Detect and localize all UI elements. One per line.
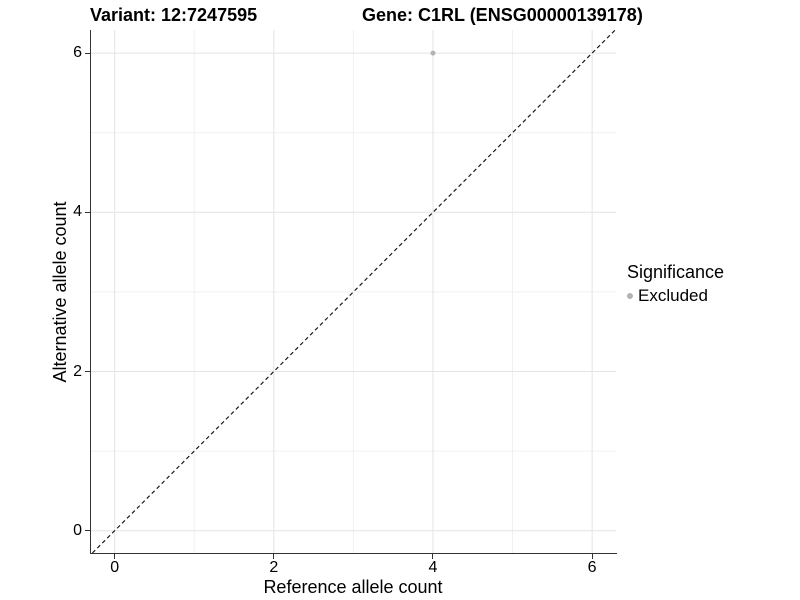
y-axis-line <box>90 30 91 554</box>
identity-line <box>91 29 616 554</box>
x-tick-label: 6 <box>587 559 597 576</box>
legend-item-excluded: Excluded <box>627 285 724 306</box>
x-tick-mark <box>591 554 593 559</box>
y-tick-label: 6 <box>73 44 82 62</box>
y-axis-title: Alternative allele count <box>50 201 70 383</box>
y-tick-mark <box>85 530 90 532</box>
y-tick-label: 2 <box>73 362 82 380</box>
legend: Significance Excluded <box>627 261 724 306</box>
x-tick-mark <box>273 554 275 559</box>
x-axis-title: Reference allele count <box>263 577 443 597</box>
x-tick-label: 4 <box>428 559 438 576</box>
plot-canvas <box>90 29 616 554</box>
legend-point-icon <box>627 292 633 299</box>
data-point <box>430 50 436 56</box>
gene-title: Gene: C1RL (ENSG00000139178) <box>362 5 643 25</box>
variant-title: Variant: 12:7247595 <box>90 5 258 25</box>
x-axis-line <box>90 553 617 554</box>
x-tick-mark <box>432 554 434 559</box>
y-tick-mark <box>85 211 90 213</box>
y-tick-label: 0 <box>73 521 82 539</box>
legend-title: Significance <box>627 262 725 282</box>
x-tick-label: 0 <box>110 559 120 576</box>
x-tick-label: 2 <box>269 559 279 576</box>
x-tick-mark <box>114 554 116 559</box>
legend-item-label: Excluded <box>638 286 708 305</box>
y-tick-label: 4 <box>73 203 82 221</box>
plot-panel <box>90 29 616 554</box>
y-tick-mark <box>85 52 90 54</box>
y-tick-mark <box>85 371 90 372</box>
